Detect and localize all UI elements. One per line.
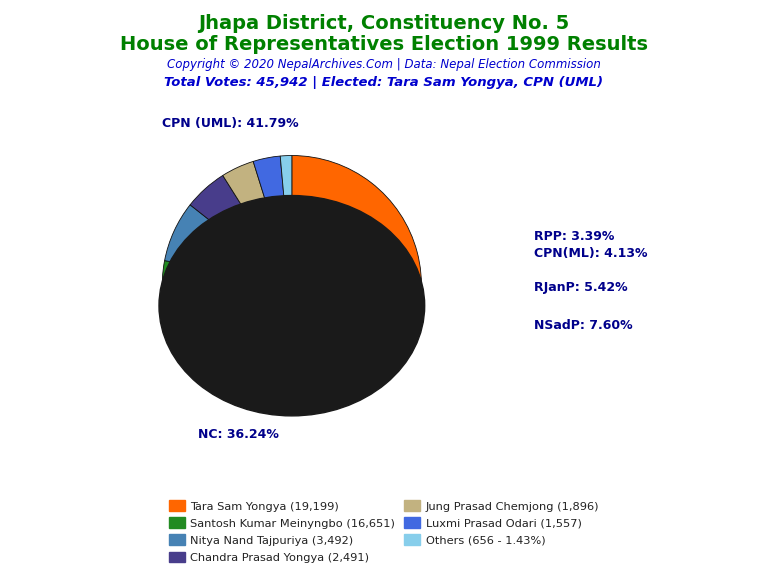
Text: NC: 36.24%: NC: 36.24% [197, 429, 279, 441]
Wedge shape [280, 156, 292, 285]
Ellipse shape [159, 196, 425, 416]
Wedge shape [190, 176, 292, 285]
Text: House of Representatives Election 1999 Results: House of Representatives Election 1999 R… [120, 35, 648, 54]
Wedge shape [164, 205, 292, 285]
Wedge shape [292, 156, 422, 398]
Text: CPN (UML): 41.79%: CPN (UML): 41.79% [162, 118, 299, 130]
Text: CPN(ML): 4.13%: CPN(ML): 4.13% [534, 247, 647, 260]
Legend: Tara Sam Yongya (19,199), Santosh Kumar Meinyngbo (16,651), Nitya Nand Tajpuriya: Tara Sam Yongya (19,199), Santosh Kumar … [164, 496, 604, 567]
Wedge shape [162, 260, 356, 415]
Text: RJanP: 5.42%: RJanP: 5.42% [534, 282, 627, 294]
Wedge shape [223, 161, 292, 285]
Text: Copyright © 2020 NepalArchives.Com | Data: Nepal Election Commission: Copyright © 2020 NepalArchives.Com | Dat… [167, 58, 601, 71]
Text: Total Votes: 45,942 | Elected: Tara Sam Yongya, CPN (UML): Total Votes: 45,942 | Elected: Tara Sam … [164, 76, 604, 89]
Text: NSadP: 7.60%: NSadP: 7.60% [534, 319, 632, 332]
Wedge shape [253, 156, 292, 285]
Text: Jhapa District, Constituency No. 5: Jhapa District, Constituency No. 5 [198, 14, 570, 33]
Text: RPP: 3.39%: RPP: 3.39% [534, 230, 614, 242]
